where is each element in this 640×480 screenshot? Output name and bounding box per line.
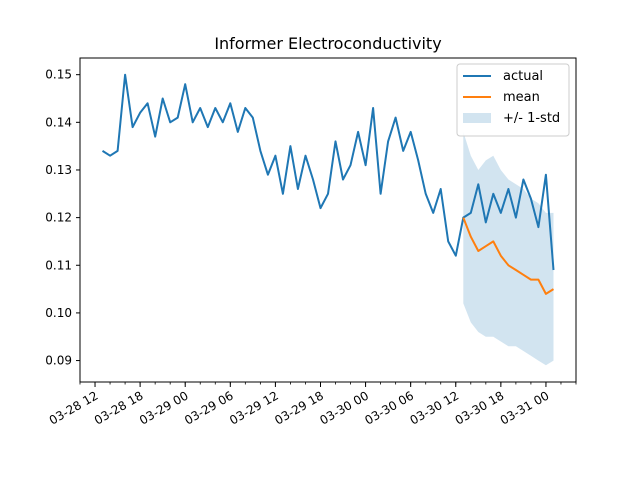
legend-swatch-std	[463, 113, 491, 123]
y-tick-label: 0.13	[45, 163, 72, 177]
series-layer	[101, 73, 555, 295]
y-tick-label: 0.10	[45, 306, 72, 320]
y-tick-label: 0.11	[45, 258, 72, 272]
chart-title: Informer Electroconductivity	[214, 34, 441, 53]
y-axis: 0.09 0.10 0.11 0.12 0.13 0.14 0.15	[45, 68, 80, 368]
std-band-area	[463, 131, 554, 366]
series-line-actual	[101, 73, 555, 271]
y-tick-label: 0.14	[45, 115, 72, 129]
legend-label-std: +/- 1-std	[503, 111, 560, 126]
legend: actual mean +/- 1-std	[456, 63, 570, 137]
legend-label-actual: actual	[503, 69, 543, 84]
std-band-layer	[463, 131, 554, 366]
y-tick-label: 0.09	[45, 354, 72, 368]
y-tick-label: 0.15	[45, 68, 72, 82]
series-line-mean	[462, 217, 555, 295]
legend-box	[456, 63, 570, 137]
y-tick-label: 0.12	[45, 211, 72, 225]
legend-label-mean: mean	[503, 90, 540, 105]
plot-frame	[79, 57, 577, 383]
